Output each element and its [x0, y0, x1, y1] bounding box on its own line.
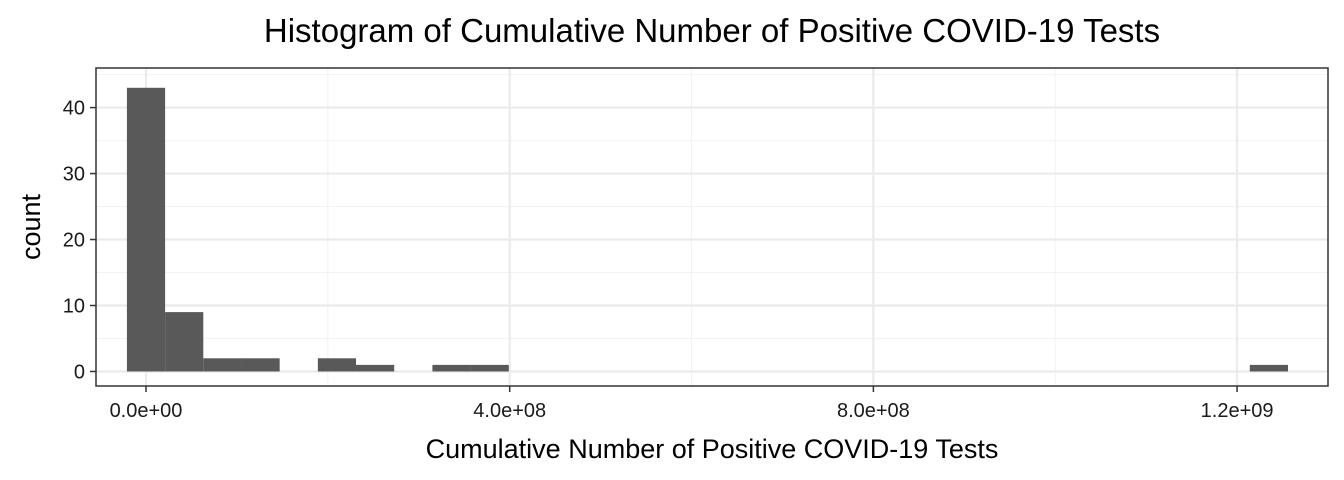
x-tick-label: 4.0e+08	[473, 400, 546, 422]
grid-lines	[96, 68, 1328, 386]
y-axis: 0 10 20 30 40	[63, 98, 96, 383]
histogram-bar	[470, 364, 509, 372]
plot-panel-border	[95, 67, 1329, 387]
histogram-bars	[126, 87, 1288, 372]
x-tick-label: 0.0e+00	[110, 400, 183, 422]
histogram-bar	[126, 87, 166, 372]
histogram-bar	[165, 312, 204, 372]
histogram-bar	[432, 364, 471, 372]
y-axis-title: count	[16, 193, 46, 260]
x-axis: 0.0e+00 4.0e+08 8.0e+08 1.2e+09	[110, 386, 1274, 422]
y-tick-label: 10	[63, 296, 85, 318]
histogram-bar	[203, 358, 242, 372]
x-tick-label: 8.0e+08	[837, 400, 910, 422]
x-axis-title: Cumulative Number of Positive COVID-19 T…	[426, 434, 999, 464]
y-tick-label: 40	[63, 98, 85, 120]
y-tick-label: 0	[74, 361, 85, 383]
histogram-bar	[356, 364, 395, 372]
histogram-bar	[1249, 364, 1288, 372]
histogram-bar	[241, 358, 280, 372]
x-tick-label: 1.2e+09	[1201, 400, 1274, 422]
y-tick-label: 20	[63, 230, 85, 252]
y-tick-label: 30	[63, 164, 85, 186]
histogram-bar	[317, 358, 357, 372]
chart-title: Histogram of Cumulative Number of Positi…	[263, 12, 1161, 49]
